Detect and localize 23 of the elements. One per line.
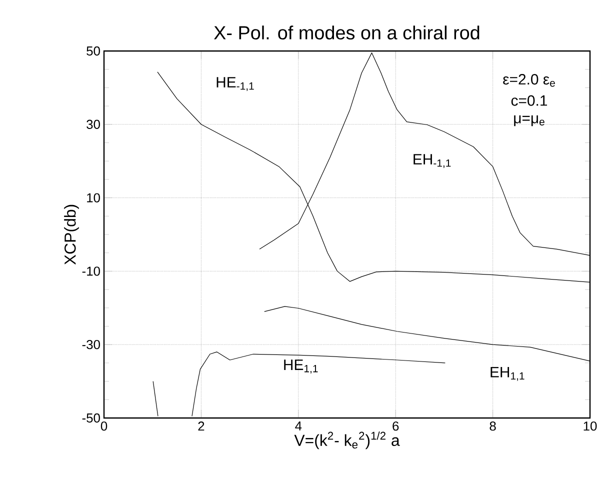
- chart-title: X- Pol. of modes on a chiral rod: [214, 26, 480, 40]
- x-tick-label: 6: [392, 422, 399, 431]
- annotation: ε=2.0 ε$_{e}$: [503, 74, 555, 87]
- y-tick-label: -30: [82, 340, 100, 350]
- text: HE$_{-1,1}$: [216, 77, 254, 91]
- y-tick-label: -50: [82, 413, 100, 423]
- y-tick-label: -10: [82, 266, 100, 276]
- line-series: [192, 352, 446, 416]
- series-label: HE$_{1,1}$: [284, 360, 318, 374]
- x-axis-title: V=(k$^{2}$- k$_{e}$$^{2}$)$^{1/2}$ a: [294, 432, 400, 450]
- x-tick-label: 10: [584, 422, 597, 431]
- x-tick-label: 2: [198, 422, 204, 431]
- y-tick-label: 50: [86, 46, 100, 56]
- annotation: μ=μ$_{e}$: [514, 115, 544, 126]
- x-tick-label: 4: [295, 422, 302, 430]
- x-tick-label: 8: [490, 422, 496, 431]
- x-tick-label: 0: [100, 422, 108, 431]
- series-label: EH$_{-1,1}$: [414, 154, 451, 168]
- series-label: EH$_{1,1}$: [490, 367, 524, 381]
- y-axis-title: XCP(db): [64, 204, 79, 265]
- y-tick-label: 10: [87, 193, 100, 202]
- annotation: c=0.1: [511, 95, 548, 106]
- y-tick-label: 30: [86, 120, 100, 129]
